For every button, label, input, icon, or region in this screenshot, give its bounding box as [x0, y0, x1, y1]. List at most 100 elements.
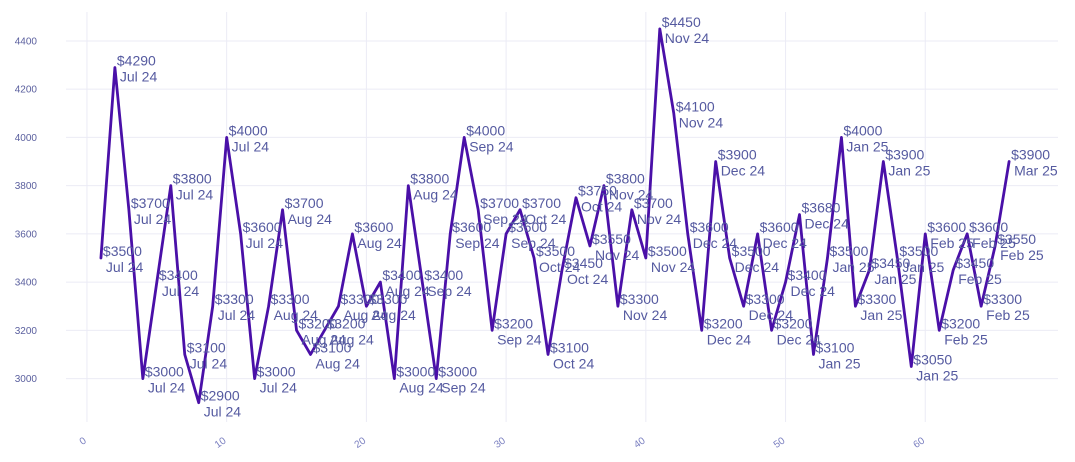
data-label: $2900 Jul 24 — [201, 388, 242, 420]
data-label: $3450 Oct 24 — [564, 255, 608, 287]
data-label: $3200 Aug 24 — [326, 315, 374, 347]
data-label: $3500 Dec 24 — [732, 243, 780, 275]
data-point — [729, 257, 731, 259]
data-point — [924, 233, 926, 235]
data-point — [1008, 161, 1010, 163]
data-label: $3600 Dec 24 — [760, 219, 808, 251]
data-label: $3300 Jan 25 — [857, 291, 902, 323]
data-label: $3100 Oct 24 — [550, 339, 594, 371]
data-point — [561, 269, 563, 271]
data-label: $3500 Oct 24 — [536, 243, 580, 275]
data-point — [351, 233, 353, 235]
data-point — [393, 378, 395, 380]
data-label: $3400 Dec 24 — [788, 267, 836, 299]
data-label: $4000 Jan 25 — [843, 122, 888, 154]
data-label: $3000 Jul 24 — [257, 364, 298, 396]
data-point — [282, 209, 284, 211]
data-label: $3200 Aug 24 — [299, 315, 347, 347]
data-point — [715, 161, 717, 163]
data-point — [547, 353, 549, 355]
data-point — [952, 269, 954, 271]
y-tick-label: 3400 — [15, 278, 38, 289]
data-point — [743, 305, 745, 307]
data-label: $3450 Feb 25 — [955, 255, 1002, 287]
data-label: $3200 Dec 24 — [774, 315, 822, 347]
data-point — [701, 329, 703, 331]
data-point — [407, 185, 409, 187]
data-label: $3000 Jul 24 — [145, 364, 186, 396]
data-point — [491, 329, 493, 331]
data-label: $3750 Oct 24 — [578, 183, 622, 215]
data-label: $3600 Sep 24 — [452, 219, 500, 251]
data-point — [323, 329, 325, 331]
data-label: $4100 Nov 24 — [676, 98, 724, 130]
data-label: $3500 Nov 24 — [648, 243, 696, 275]
data-point — [840, 136, 842, 138]
series-line-price — [99, 27, 1011, 405]
data-label: $3100 Aug 24 — [313, 339, 361, 371]
data-point — [994, 245, 996, 247]
data-point — [337, 305, 339, 307]
data-label: $3300 Aug 24 — [271, 291, 319, 323]
data-point — [365, 305, 367, 307]
data-point — [826, 257, 828, 259]
data-point — [268, 305, 270, 307]
data-label: $3000 Aug 24 — [396, 364, 444, 396]
data-point — [882, 161, 884, 163]
data-point — [910, 366, 912, 368]
data-point — [980, 305, 982, 307]
y-tick-label: 4400 — [15, 36, 38, 47]
data-point — [519, 209, 521, 211]
data-point — [310, 353, 312, 355]
data-labels-layer: $3500 Jul 24 $4290 Jul 24 $3700 Jul 24 $3000 Ju… — [103, 14, 1058, 420]
data-point — [603, 185, 605, 187]
data-point — [114, 66, 116, 68]
data-point — [477, 209, 479, 211]
data-label: $4000 Jul 24 — [229, 122, 270, 154]
data-label: $3600 Aug 24 — [354, 219, 402, 251]
data-point — [687, 233, 689, 235]
data-point — [868, 269, 870, 271]
data-label: $3100 Jan 25 — [815, 339, 860, 371]
data-point — [128, 209, 130, 211]
data-label: $3900 Dec 24 — [718, 147, 766, 179]
data-label: $3450 Jan 25 — [871, 255, 916, 287]
y-tick-label: 4200 — [15, 85, 38, 96]
y-tick-label: 4000 — [15, 133, 38, 144]
data-label: $3600 Dec 24 — [690, 219, 738, 251]
data-label: $3050 Jan 25 — [913, 352, 958, 384]
data-point — [296, 329, 298, 331]
data-label: $3300 Dec 24 — [746, 291, 794, 323]
data-label: $3100 Jul 24 — [187, 339, 228, 371]
data-label: $3700 Nov 24 — [634, 195, 682, 227]
data-label: $3600 Feb 25 — [927, 219, 974, 251]
x-tick-label: 40 — [632, 435, 648, 451]
data-point — [812, 353, 814, 355]
data-point — [757, 233, 759, 235]
data-point — [156, 281, 158, 283]
data-point — [184, 353, 186, 355]
data-point — [854, 305, 856, 307]
x-tick-label: 60 — [912, 435, 928, 451]
data-point — [142, 378, 144, 380]
data-point — [226, 136, 228, 138]
data-point — [100, 257, 102, 259]
data-label: $3700 Jul 24 — [131, 195, 172, 227]
data-point — [198, 402, 200, 404]
data-point — [212, 305, 214, 307]
data-label: $3300 Jul 24 — [215, 291, 256, 323]
data-label: $3300 Aug 24 — [340, 291, 388, 323]
data-label: $4000 Sep 24 — [466, 122, 514, 154]
data-label: $3700 Sep 24 — [480, 195, 528, 227]
series-layer — [99, 27, 1011, 405]
y-tick-label: 3800 — [15, 181, 38, 192]
data-label: $4450 Nov 24 — [662, 14, 710, 46]
x-tick-label: 50 — [772, 435, 788, 451]
data-label: $3400 Jul 24 — [159, 267, 200, 299]
data-point — [505, 233, 507, 235]
data-point — [771, 329, 773, 331]
data-point — [449, 233, 451, 235]
data-label: $3600 Jul 24 — [243, 219, 284, 251]
data-point — [240, 233, 242, 235]
